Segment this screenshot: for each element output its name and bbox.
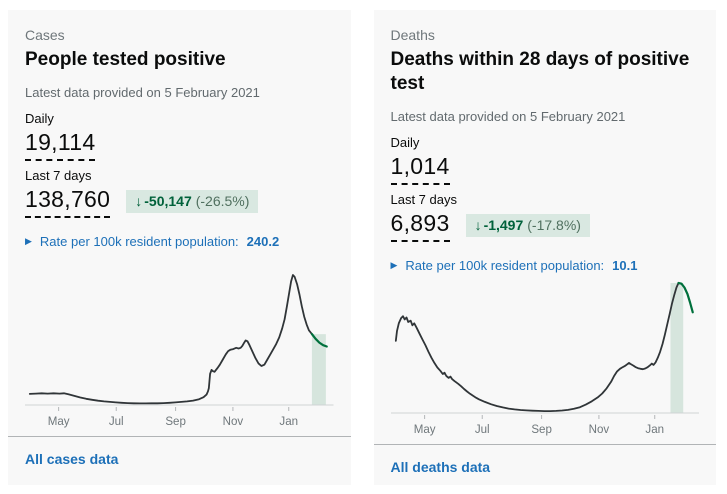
down-arrow-icon: ↓ — [135, 193, 143, 210]
cases-week-value: 138,760 — [25, 186, 111, 218]
svg-text:Nov: Nov — [223, 415, 244, 428]
svg-text:May: May — [48, 415, 70, 428]
svg-text:Jul: Jul — [474, 422, 489, 435]
all-deaths-data-link[interactable]: All deaths data — [390, 458, 491, 475]
disclosure-triangle-icon: ▶ — [390, 259, 398, 270]
cases-title: People tested positive — [25, 49, 226, 70]
svg-text:Jan: Jan — [645, 422, 664, 435]
svg-text:Nov: Nov — [588, 422, 609, 435]
disclosure-triangle-icon: ▶ — [25, 235, 32, 246]
cases-week-label: Last 7 days — [25, 167, 92, 183]
deaths-chart-block: May Jul Sep Nov Jan — [390, 273, 699, 438]
card-divider — [373, 443, 716, 445]
svg-text:Sep: Sep — [531, 422, 552, 435]
deaths-daily-label: Daily — [390, 134, 420, 150]
cases-change-value: -50,147 — [144, 193, 192, 210]
deaths-rate-toggle[interactable]: ▶ Rate per 100k resident population: 10.… — [391, 258, 700, 273]
cases-date-note: Latest data provided on 5 February 2021 — [25, 84, 260, 100]
svg-text:Jan: Jan — [279, 415, 298, 428]
deaths-week-label: Last 7 days — [390, 191, 458, 207]
deaths-change-badge: ↓ -1,497 (-17.8%) — [465, 214, 590, 237]
cases-rate-toggle[interactable]: ▶ Rate per 100k resident population: 240… — [25, 234, 334, 249]
deaths-rate-value: 10.1 — [612, 257, 638, 273]
cases-trend-chart: May Jul Sep Nov Jan — [25, 265, 334, 428]
deaths-week-value: 6,893 — [390, 210, 450, 242]
cases-card: Cases People tested positive Latest data… — [8, 10, 351, 485]
deaths-daily-value: 1,014 — [390, 153, 450, 185]
deaths-kicker: Deaths — [390, 27, 435, 43]
svg-text:Jul: Jul — [109, 415, 124, 428]
cases-kicker: Cases — [25, 27, 65, 43]
all-cases-data-link[interactable]: All cases data — [25, 451, 119, 467]
cases-rate-value: 240.2 — [246, 233, 280, 249]
deaths-change-value: -1,497 — [483, 217, 524, 233]
deaths-title: Deaths within 28 days of positive test — [390, 49, 690, 94]
svg-text:Sep: Sep — [165, 415, 186, 428]
cases-daily-value: 19,114 — [25, 129, 96, 161]
cases-daily-label: Daily — [25, 110, 54, 126]
deaths-date-note: Latest data provided on 5 February 2021 — [390, 108, 626, 124]
deaths-change-percent: (-17.8%) — [527, 217, 581, 233]
deaths-card: Deaths Deaths within 28 days of positive… — [373, 10, 716, 485]
cases-change-badge: ↓ -50,147 (-26.5%) — [126, 190, 259, 214]
card-divider — [8, 436, 351, 437]
down-arrow-icon: ↓ — [474, 217, 482, 233]
deaths-rate-label: Rate per 100k resident population: — [405, 257, 605, 273]
cases-chart-block: May Jul Sep Nov Jan — [25, 265, 334, 430]
svg-text:May: May — [413, 422, 435, 435]
cases-change-percent: (-26.5%) — [195, 193, 250, 210]
cases-rate-label: Rate per 100k resident population: — [39, 233, 239, 249]
deaths-trend-chart: May Jul Sep Nov Jan — [390, 273, 699, 436]
